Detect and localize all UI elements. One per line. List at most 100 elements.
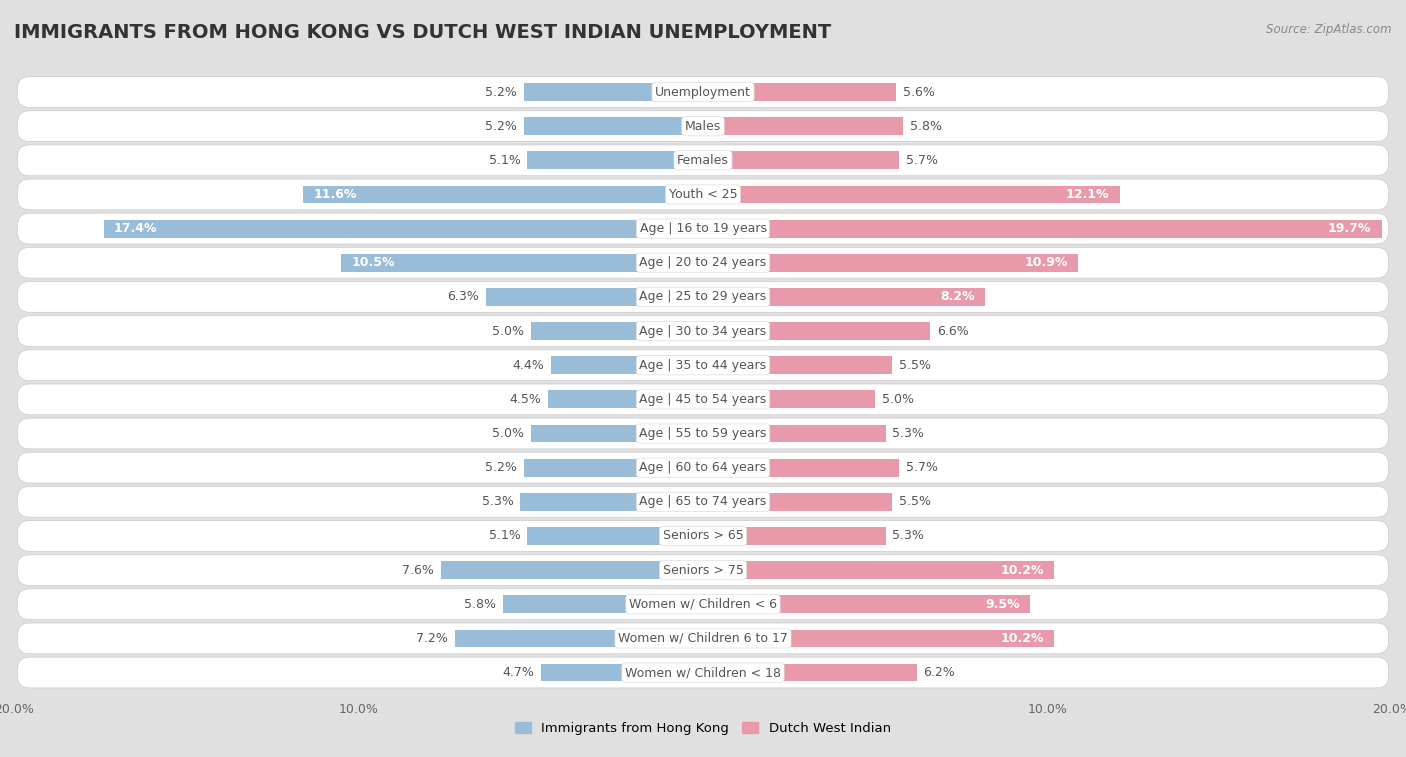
FancyBboxPatch shape	[17, 179, 1389, 210]
Text: 5.0%: 5.0%	[882, 393, 914, 406]
Text: 10.2%: 10.2%	[1001, 632, 1045, 645]
Text: Age | 55 to 59 years: Age | 55 to 59 years	[640, 427, 766, 440]
Bar	[703, 151, 900, 170]
Text: Males: Males	[685, 120, 721, 132]
Bar	[104, 220, 703, 238]
FancyBboxPatch shape	[17, 248, 1389, 278]
Text: 5.1%: 5.1%	[488, 529, 520, 543]
Text: 4.4%: 4.4%	[513, 359, 544, 372]
Text: 5.3%: 5.3%	[893, 427, 924, 440]
Text: 5.2%: 5.2%	[485, 461, 517, 474]
Bar	[703, 185, 1119, 204]
FancyBboxPatch shape	[17, 145, 1389, 176]
FancyBboxPatch shape	[17, 350, 1389, 381]
Bar	[524, 83, 703, 101]
Bar	[703, 117, 903, 135]
Text: 12.1%: 12.1%	[1066, 188, 1109, 201]
Bar	[703, 288, 986, 306]
Text: Age | 65 to 74 years: Age | 65 to 74 years	[640, 495, 766, 508]
Text: Seniors > 75: Seniors > 75	[662, 564, 744, 577]
Text: Seniors > 65: Seniors > 65	[662, 529, 744, 543]
Text: 5.0%: 5.0%	[492, 427, 524, 440]
Text: Unemployment: Unemployment	[655, 86, 751, 98]
Text: 9.5%: 9.5%	[986, 598, 1019, 611]
Text: Females: Females	[678, 154, 728, 167]
Bar	[703, 322, 931, 340]
Bar	[703, 357, 893, 374]
FancyBboxPatch shape	[17, 623, 1389, 654]
FancyBboxPatch shape	[17, 452, 1389, 483]
Text: Source: ZipAtlas.com: Source: ZipAtlas.com	[1267, 23, 1392, 36]
Text: 5.3%: 5.3%	[893, 529, 924, 543]
Text: Age | 45 to 54 years: Age | 45 to 54 years	[640, 393, 766, 406]
Text: Women w/ Children 6 to 17: Women w/ Children 6 to 17	[619, 632, 787, 645]
FancyBboxPatch shape	[17, 555, 1389, 585]
Text: 5.7%: 5.7%	[907, 154, 938, 167]
Text: Age | 35 to 44 years: Age | 35 to 44 years	[640, 359, 766, 372]
Text: 8.2%: 8.2%	[941, 291, 976, 304]
Text: 5.2%: 5.2%	[485, 120, 517, 132]
FancyBboxPatch shape	[17, 418, 1389, 449]
Bar	[551, 357, 703, 374]
Bar	[524, 459, 703, 477]
Bar	[703, 83, 896, 101]
Bar	[527, 151, 703, 170]
Text: 5.0%: 5.0%	[492, 325, 524, 338]
Text: 5.5%: 5.5%	[900, 359, 931, 372]
Bar	[527, 527, 703, 545]
Bar	[703, 664, 917, 681]
Text: Age | 16 to 19 years: Age | 16 to 19 years	[640, 222, 766, 235]
Bar	[703, 459, 900, 477]
Text: 4.7%: 4.7%	[502, 666, 534, 679]
Text: 6.6%: 6.6%	[938, 325, 969, 338]
Text: 17.4%: 17.4%	[114, 222, 157, 235]
Text: 10.5%: 10.5%	[352, 257, 395, 269]
Text: Age | 30 to 34 years: Age | 30 to 34 years	[640, 325, 766, 338]
Bar	[456, 630, 703, 647]
FancyBboxPatch shape	[17, 384, 1389, 415]
FancyBboxPatch shape	[17, 111, 1389, 142]
Text: 5.8%: 5.8%	[910, 120, 942, 132]
Bar	[541, 664, 703, 681]
Bar	[703, 220, 1382, 238]
FancyBboxPatch shape	[17, 657, 1389, 688]
Bar	[304, 185, 703, 204]
Text: Youth < 25: Youth < 25	[669, 188, 737, 201]
Text: 19.7%: 19.7%	[1327, 222, 1371, 235]
Bar	[531, 425, 703, 442]
Text: 11.6%: 11.6%	[314, 188, 357, 201]
Text: Age | 20 to 24 years: Age | 20 to 24 years	[640, 257, 766, 269]
Text: Women w/ Children < 18: Women w/ Children < 18	[626, 666, 780, 679]
Text: 5.6%: 5.6%	[903, 86, 935, 98]
Text: 7.6%: 7.6%	[402, 564, 434, 577]
FancyBboxPatch shape	[17, 521, 1389, 551]
Bar	[503, 595, 703, 613]
Text: 5.7%: 5.7%	[907, 461, 938, 474]
FancyBboxPatch shape	[17, 487, 1389, 517]
Text: Age | 25 to 29 years: Age | 25 to 29 years	[640, 291, 766, 304]
Bar	[520, 493, 703, 511]
Bar	[703, 595, 1031, 613]
Bar	[703, 254, 1078, 272]
Text: 7.2%: 7.2%	[416, 632, 449, 645]
Bar	[703, 561, 1054, 579]
FancyBboxPatch shape	[17, 213, 1389, 244]
Legend: Immigrants from Hong Kong, Dutch West Indian: Immigrants from Hong Kong, Dutch West In…	[510, 717, 896, 740]
Bar	[703, 425, 886, 442]
Text: 5.5%: 5.5%	[900, 495, 931, 508]
Text: 10.9%: 10.9%	[1025, 257, 1069, 269]
Bar	[524, 117, 703, 135]
FancyBboxPatch shape	[17, 316, 1389, 347]
Bar	[703, 391, 875, 408]
Text: Women w/ Children < 6: Women w/ Children < 6	[628, 598, 778, 611]
FancyBboxPatch shape	[17, 76, 1389, 107]
FancyBboxPatch shape	[17, 589, 1389, 620]
Text: IMMIGRANTS FROM HONG KONG VS DUTCH WEST INDIAN UNEMPLOYMENT: IMMIGRANTS FROM HONG KONG VS DUTCH WEST …	[14, 23, 831, 42]
Text: 6.2%: 6.2%	[924, 666, 955, 679]
Bar	[342, 254, 703, 272]
Bar	[703, 527, 886, 545]
Text: 5.2%: 5.2%	[485, 86, 517, 98]
Text: 4.5%: 4.5%	[509, 393, 541, 406]
Text: Age | 60 to 64 years: Age | 60 to 64 years	[640, 461, 766, 474]
Text: 5.3%: 5.3%	[482, 495, 513, 508]
